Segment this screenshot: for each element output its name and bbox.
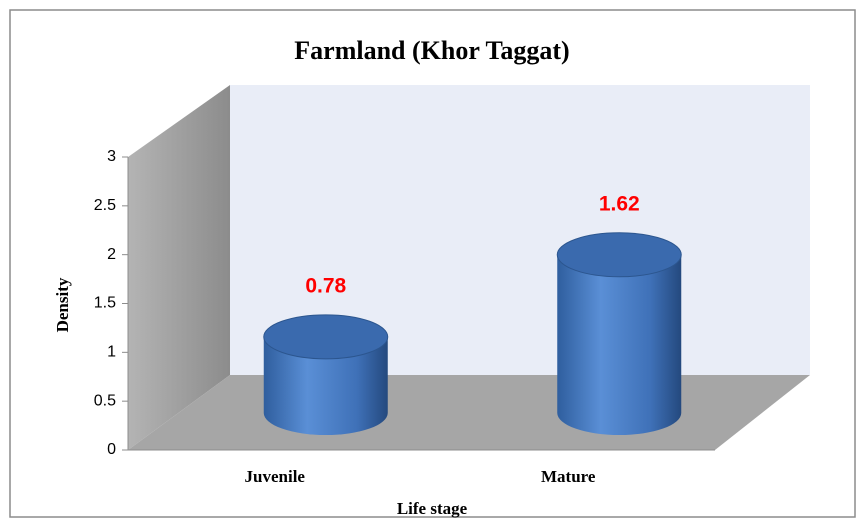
bar-body [263,336,388,435]
y-tick-label: 1 [107,344,116,361]
bar [556,232,682,435]
bar [263,314,389,435]
data-label: 0.78 [305,274,346,297]
y-tick-label: 0.5 [94,392,116,409]
y-tick-label: 1.5 [94,295,116,312]
bar-body [557,254,682,435]
y-tick-label: 0 [107,441,116,458]
floor [128,375,810,450]
bar-top [556,232,682,278]
x-axis-label: Life stage [397,499,468,518]
x-tick-label: Juvenile [245,467,306,486]
side-wall [128,85,230,450]
chart-title: Farmland (Khor Taggat) [294,36,569,65]
y-tick-label: 3 [107,148,116,165]
bar-top [263,314,389,360]
data-label: 1.62 [599,192,640,215]
y-tick-label: 2.5 [94,197,116,214]
y-axis-label: Density [53,277,72,332]
y-tick-label: 2 [107,246,116,263]
x-tick-label: Mature [541,467,596,486]
